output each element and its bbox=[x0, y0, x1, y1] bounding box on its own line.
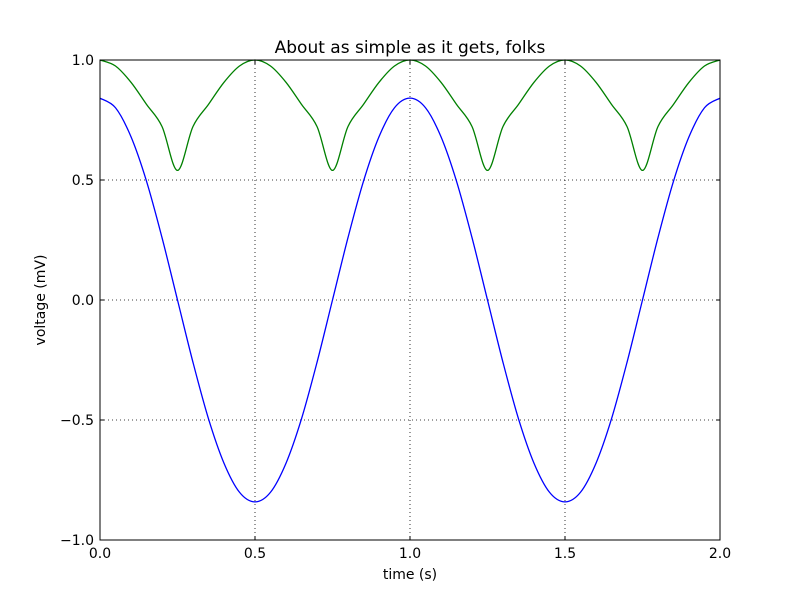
grid bbox=[100, 60, 720, 540]
x-tick-label: 0.0 bbox=[89, 546, 111, 562]
x-axis-label: time (s) bbox=[383, 567, 437, 583]
y-tick-label: 1.0 bbox=[72, 53, 94, 69]
ticks: 0.0 0.5 1.0 1.5 2.0 −1.0 −0.5 0.0 0.5 1.0 bbox=[60, 53, 731, 562]
x-tick-label: 0.5 bbox=[244, 546, 266, 562]
y-tick-label: 0.0 bbox=[72, 293, 94, 309]
y-tick-label: −1.0 bbox=[60, 533, 94, 549]
y-tick-label: 0.5 bbox=[72, 173, 94, 189]
chart-title: About as simple as it gets, folks bbox=[275, 38, 546, 58]
y-tick-label: −0.5 bbox=[60, 413, 94, 429]
x-tick-label: 2.0 bbox=[709, 546, 731, 562]
x-tick-label: 1.5 bbox=[554, 546, 576, 562]
x-tick-label: 1.0 bbox=[399, 546, 421, 562]
series-line-1 bbox=[99, 97, 721, 503]
y-axis-label: voltage (mV) bbox=[33, 255, 49, 346]
